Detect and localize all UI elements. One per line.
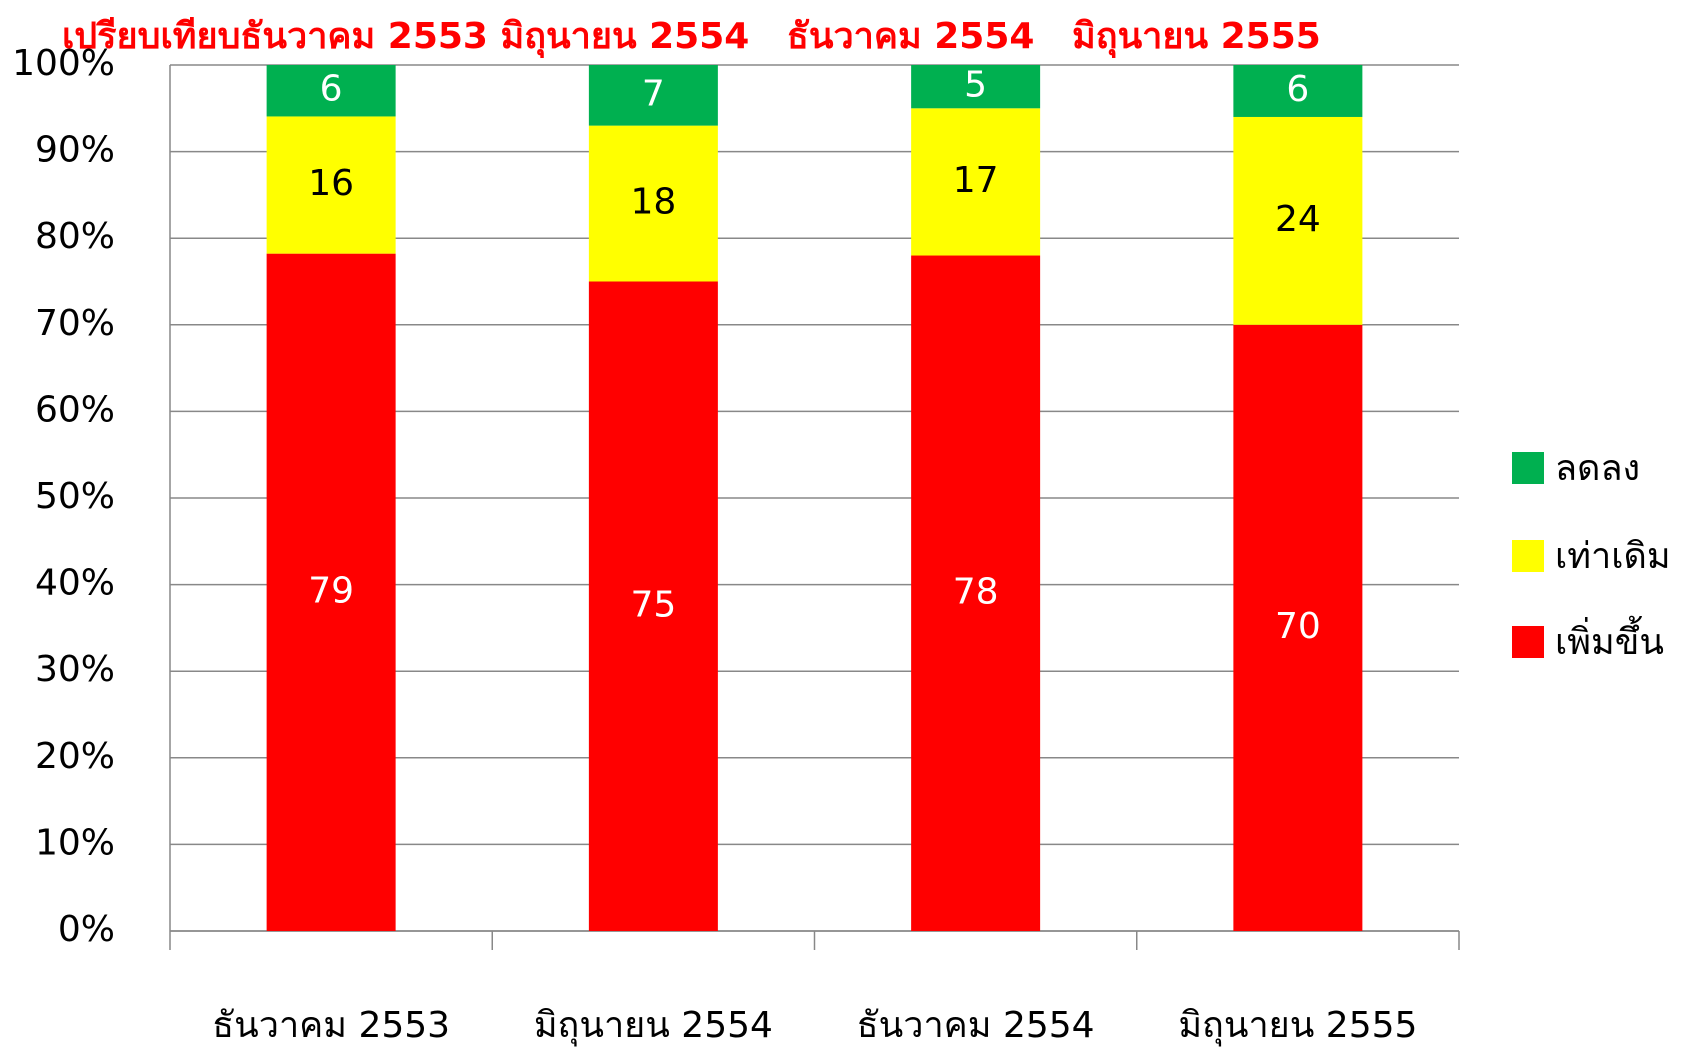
bar-segment (1233, 116, 1363, 325)
data-label: 6 (1286, 69, 1309, 110)
y-tick-label: 30% (35, 649, 115, 690)
data-label: 5 (964, 65, 987, 106)
data-label: 78 (953, 571, 999, 612)
x-tick-label: ธันวาคม 2554 (857, 1005, 1095, 1046)
y-tick-label: 0% (58, 909, 115, 950)
bar-segment (266, 253, 396, 931)
chart-title: เปรียบเทียบธันวาคม 2553 มิถุนายน 2554 ธั… (62, 16, 1321, 59)
data-label: 24 (1275, 199, 1321, 240)
data-label: 6 (320, 69, 343, 110)
data-label: 18 (630, 182, 676, 223)
data-label: 70 (1275, 606, 1321, 647)
bar-segment (588, 125, 718, 282)
data-label: 79 (308, 570, 354, 611)
legend-label: ลดลง (1555, 448, 1640, 489)
y-tick-label: 40% (35, 563, 115, 604)
data-label: 7 (642, 73, 665, 114)
bar-segment (1233, 65, 1363, 117)
legend-swatch (1512, 452, 1544, 484)
y-tick-label: 50% (35, 476, 115, 517)
bar-segment (1233, 324, 1363, 931)
y-tick-label: 10% (35, 822, 115, 863)
y-tick-label: 90% (35, 130, 115, 171)
bar-segment (588, 65, 718, 126)
bar-segment (266, 65, 396, 117)
bar-segment (911, 108, 1041, 256)
bar-segment (588, 281, 718, 931)
y-tick-label: 60% (35, 389, 115, 430)
legend-label: เท่าเดิม (1555, 536, 1671, 577)
bar-segment (911, 65, 1041, 109)
bar-segment (911, 255, 1041, 931)
legend-swatch (1512, 540, 1544, 572)
legend-label: เพิ่มขึ้น (1555, 615, 1664, 663)
y-tick-label: 70% (35, 303, 115, 344)
data-label: 75 (630, 584, 676, 625)
y-tick-label: 100% (12, 43, 115, 84)
bar-segment (266, 116, 396, 254)
x-tick-label: มิถุนายน 2554 (534, 1005, 773, 1047)
x-tick-label: ธันวาคม 2553 (212, 1005, 450, 1046)
data-label: 17 (953, 160, 999, 201)
legend-swatch (1512, 626, 1544, 658)
x-tick-label: มิถุนายน 2555 (1178, 1005, 1417, 1047)
data-label: 16 (308, 163, 354, 204)
y-tick-label: 20% (35, 736, 115, 777)
y-tick-label: 80% (35, 216, 115, 257)
